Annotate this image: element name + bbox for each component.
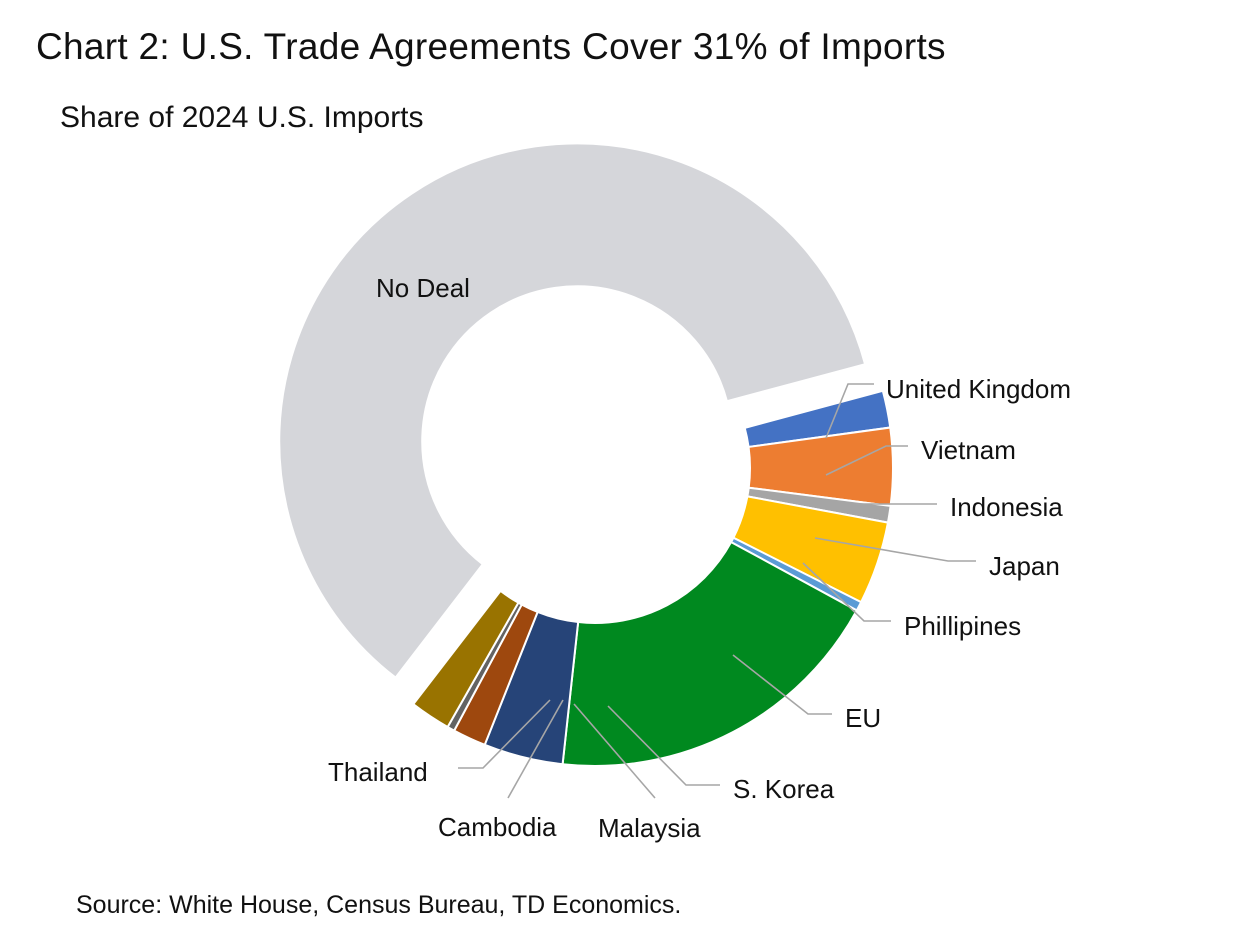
leader-line-thailand xyxy=(458,699,551,769)
donut-slices xyxy=(278,142,894,767)
slice-labels: United Kingdom Vietnam Indonesia Japan Phill… xyxy=(328,273,1071,843)
leader-line-phillipines xyxy=(802,562,891,622)
label-malaysia: Malaysia xyxy=(598,813,701,843)
slice-no-deal xyxy=(278,142,867,679)
leader-line-cambodia xyxy=(507,699,564,799)
label-phillipines: Phillipines xyxy=(904,611,1021,641)
leader-line-vietnam xyxy=(825,445,908,476)
slice-thailand xyxy=(411,589,520,729)
label-thailand: Thailand xyxy=(328,757,428,787)
leader-line-malaysia xyxy=(573,703,656,799)
label-s-korea: S. Korea xyxy=(733,774,835,804)
leader-line-japan xyxy=(814,537,976,562)
leader-line-united-kingdom xyxy=(825,383,874,439)
chart-subtitle: Share of 2024 U.S. Imports xyxy=(60,101,424,134)
slice-eu xyxy=(561,540,859,767)
source-note: Source: White House, Census Bureau, TD E… xyxy=(76,891,682,919)
leader-lines xyxy=(458,383,976,799)
label-vietnam: Vietnam xyxy=(921,435,1016,465)
label-japan: Japan xyxy=(989,551,1060,581)
leader-line-s-korea xyxy=(607,705,720,786)
label-eu: EU xyxy=(845,703,881,733)
label-cambodia: Cambodia xyxy=(438,812,557,842)
label-no-deal: No Deal xyxy=(376,273,470,303)
label-indonesia: Indonesia xyxy=(950,492,1063,522)
chart-title: Chart 2: U.S. Trade Agreements Cover 31%… xyxy=(36,26,946,67)
leader-line-eu xyxy=(732,654,832,715)
label-united-kingdom: United Kingdom xyxy=(886,374,1071,404)
